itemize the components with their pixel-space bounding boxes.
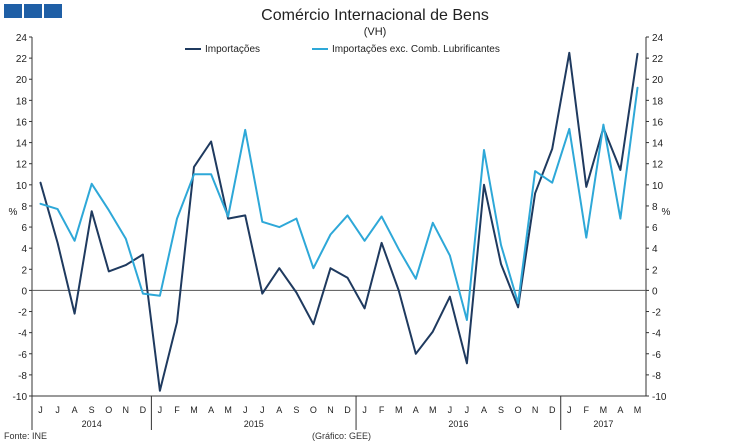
y-tick-label-left: 20 xyxy=(16,75,28,86)
x-tick-label: J xyxy=(465,405,470,415)
x-tick-label: A xyxy=(481,405,487,415)
y-tick-label-right: 20 xyxy=(652,75,664,86)
x-tick-label: F xyxy=(379,405,385,415)
y-tick-label-right: -6 xyxy=(652,350,661,361)
x-tick-label: O xyxy=(515,405,522,415)
x-tick-label: J xyxy=(55,405,60,415)
y-tick-label-left: 24 xyxy=(16,33,28,44)
x-tick-label: M xyxy=(224,405,232,415)
legend-label: Importações exc. Comb. Lubrificantes xyxy=(332,44,500,55)
x-tick-label: O xyxy=(310,405,317,415)
y-tick-label-right: 6 xyxy=(652,223,658,234)
year-label: 2014 xyxy=(82,419,102,429)
logo xyxy=(4,4,62,18)
x-tick-label: O xyxy=(105,405,112,415)
series-line-1 xyxy=(39,51,639,392)
x-tick-label: A xyxy=(276,405,282,415)
x-tick-label: M xyxy=(395,405,403,415)
year-label: 2017 xyxy=(593,419,613,429)
source-note: Fonte: INE xyxy=(4,431,48,441)
y-tick-label-left: 2 xyxy=(21,265,27,276)
x-tick-label: J xyxy=(243,405,248,415)
y-tick-label-right: -10 xyxy=(652,392,667,403)
y-tick-label-left: 8 xyxy=(21,202,27,213)
logo-square xyxy=(24,4,42,18)
y-tick-label-left: 14 xyxy=(16,139,28,150)
x-tick-label: J xyxy=(260,405,265,415)
x-tick-label: J xyxy=(362,405,367,415)
logo-square xyxy=(4,4,22,18)
x-tick-label: N xyxy=(123,405,130,415)
y-tick-label-left: 22 xyxy=(16,54,28,65)
chart-subtitle: (VH) xyxy=(363,26,387,38)
year-label: 2016 xyxy=(448,419,468,429)
year-label: 2015 xyxy=(244,419,264,429)
y-tick-label-left: 6 xyxy=(21,223,27,234)
x-tick-label: S xyxy=(293,405,299,415)
y-tick-label-right: -2 xyxy=(652,308,661,319)
y-tick-label-right: 14 xyxy=(652,139,664,150)
y-tick-label-left: -10 xyxy=(13,392,28,403)
y-tick-label-right: 10 xyxy=(652,181,664,192)
x-tick-label: A xyxy=(617,405,623,415)
x-tick-label: J xyxy=(38,405,43,415)
series-line-2 xyxy=(39,86,639,321)
y-tick-label-left: -8 xyxy=(18,371,27,382)
y-axis-label-right: % xyxy=(662,207,671,218)
y-axis-label-left: % xyxy=(9,207,18,218)
x-tick-label: D xyxy=(344,405,351,415)
y-tick-label-left: 10 xyxy=(16,181,28,192)
x-tick-label: S xyxy=(89,405,95,415)
y-tick-label-right: 24 xyxy=(652,33,664,44)
x-tick-label: J xyxy=(567,405,572,415)
y-tick-label-left: 18 xyxy=(16,96,28,107)
x-tick-label: S xyxy=(498,405,504,415)
x-tick-label: J xyxy=(448,405,453,415)
x-tick-label: F xyxy=(174,405,180,415)
x-tick-label: D xyxy=(140,405,147,415)
y-tick-label-left: -2 xyxy=(18,308,27,319)
y-tick-label-right: 0 xyxy=(652,286,658,297)
x-tick-label: N xyxy=(532,405,539,415)
graphic-credit: (Gráfico: GEE) xyxy=(312,431,372,441)
y-tick-label-left: -6 xyxy=(18,350,27,361)
y-tick-label-left: 16 xyxy=(16,117,28,128)
x-tick-label: M xyxy=(600,405,608,415)
y-tick-label-right: -4 xyxy=(652,329,661,340)
y-tick-label-right: 16 xyxy=(652,117,664,128)
chart-title: Comércio Internacional de Bens xyxy=(261,7,489,24)
y-tick-label-right: 2 xyxy=(652,265,658,276)
x-tick-label: M xyxy=(190,405,198,415)
y-tick-label-right: 4 xyxy=(652,244,658,255)
y-tick-label-left: -4 xyxy=(18,329,27,340)
x-tick-label: M xyxy=(429,405,437,415)
y-tick-label-left: 4 xyxy=(21,244,27,255)
x-tick-label: A xyxy=(413,405,419,415)
x-tick-label: D xyxy=(549,405,556,415)
legend-label: Importações xyxy=(205,44,260,55)
x-tick-label: A xyxy=(72,405,78,415)
x-tick-label: A xyxy=(208,405,214,415)
y-tick-label-right: 18 xyxy=(652,96,664,107)
y-tick-label-right: 12 xyxy=(652,160,664,171)
y-tick-label-right: -8 xyxy=(652,371,661,382)
x-tick-label: J xyxy=(158,405,163,415)
y-tick-label-left: 12 xyxy=(16,160,28,171)
x-tick-label: N xyxy=(327,405,334,415)
logo-square xyxy=(44,4,62,18)
x-tick-label: M xyxy=(634,405,642,415)
y-tick-label-right: 22 xyxy=(652,54,664,65)
y-tick-label-left: 0 xyxy=(21,286,27,297)
x-tick-label: F xyxy=(584,405,590,415)
y-tick-label-right: 8 xyxy=(652,202,658,213)
